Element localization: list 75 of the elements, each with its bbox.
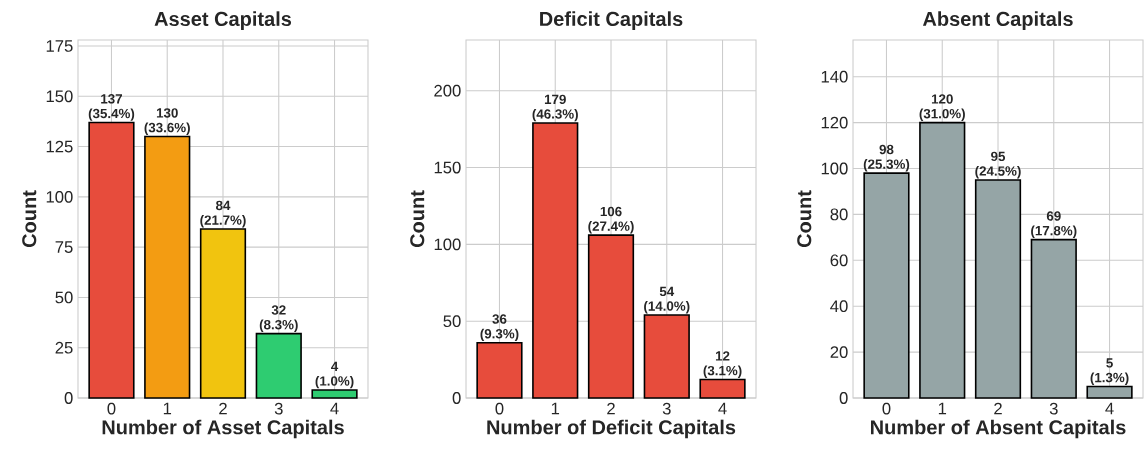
y-axis-title: Count <box>797 190 812 248</box>
y-tick-label: 100 <box>46 190 73 203</box>
x-axis-title: Number of Absent Capitals <box>871 419 1126 439</box>
bar <box>863 172 910 399</box>
data-label: 84 (21.7%) <box>200 200 246 228</box>
y-tick-label: 40 <box>830 300 848 313</box>
x-tick-label: 3 <box>1049 402 1058 415</box>
x-axis-title: Number of Deficit Capitals <box>487 419 736 439</box>
y-tick-label: 80 <box>830 208 848 221</box>
bar <box>199 228 247 399</box>
x-tick-label: 2 <box>994 402 1002 415</box>
x-tick-label: 0 <box>495 402 504 415</box>
bar <box>643 314 690 399</box>
data-label: 12 (3.1%) <box>703 351 742 378</box>
data-label: 69 (17.8%) <box>1031 211 1077 239</box>
y-tick-label: 75 <box>55 241 73 253</box>
x-tick-label: 3 <box>662 402 671 415</box>
y-tick-label: 140 <box>821 70 848 83</box>
y-tick-label: 120 <box>821 116 848 129</box>
y-tick-label: 60 <box>830 254 848 267</box>
x-tick-label: 4 <box>718 402 727 415</box>
data-label: 5 (1.3%) <box>1090 358 1129 385</box>
y-tick-label: 0 <box>839 392 848 404</box>
data-label: 98 (25.3%) <box>863 144 910 172</box>
data-label: 95 (24.5%) <box>975 151 1021 179</box>
x-tick-label: 1 <box>938 402 947 415</box>
y-tick-label: 50 <box>443 315 461 328</box>
data-label: 179 (46.3%) <box>532 94 578 122</box>
x-tick-label: 4 <box>1105 402 1114 415</box>
x-tick-label: 3 <box>274 402 283 415</box>
x-tick-label: 0 <box>882 402 891 415</box>
bar <box>88 121 135 399</box>
y-tick-label: 25 <box>55 341 73 354</box>
data-label: 120 (31.0%) <box>919 94 965 121</box>
x-tick-label: 4 <box>330 402 339 415</box>
x-axis-title: Number of Asset Capitals <box>102 419 344 439</box>
bar <box>974 179 1022 399</box>
y-tick-label: 0 <box>452 392 461 404</box>
data-label: 36 (9.3%) <box>480 314 519 342</box>
data-label: 106 (27.4%) <box>588 206 634 234</box>
y-tick-label: 0 <box>64 392 73 404</box>
bar <box>1086 385 1133 399</box>
chart-title: Deficit Capitals <box>540 11 683 30</box>
data-label: 54 (14.0%) <box>644 286 690 314</box>
bar <box>1030 238 1077 399</box>
x-tick-label: 1 <box>163 402 172 415</box>
y-tick-label: 125 <box>46 140 73 153</box>
data-label: 4 (1.0%) <box>315 361 354 389</box>
y-tick-label: 100 <box>821 162 848 175</box>
bar <box>532 122 579 399</box>
x-tick-label: 2 <box>607 402 615 415</box>
bar <box>255 332 302 399</box>
chart-title: Asset Capitals <box>154 11 292 30</box>
y-tick-label: 100 <box>434 238 461 251</box>
x-tick-label: 1 <box>551 402 560 415</box>
bar <box>699 378 746 399</box>
x-tick-label: 2 <box>219 402 227 415</box>
chart-title: Absent Capitals <box>922 11 1073 30</box>
y-tick-label: 200 <box>434 84 461 97</box>
data-label: 137 (35.4%) <box>88 94 135 121</box>
bar <box>476 341 523 399</box>
bar <box>144 135 191 399</box>
y-axis-title: Count <box>410 190 425 248</box>
data-label: 32 (8.3%) <box>259 305 298 333</box>
y-axis-title: Count <box>22 190 37 248</box>
data-label: 130 (33.6%) <box>144 108 190 135</box>
y-tick-label: 50 <box>55 291 73 304</box>
y-tick-label: 20 <box>830 346 848 359</box>
bar <box>311 389 358 399</box>
y-tick-label: 150 <box>46 90 73 103</box>
bar <box>919 121 966 399</box>
y-tick-label: 150 <box>434 161 461 174</box>
bar <box>587 234 635 399</box>
x-tick-label: 0 <box>107 402 116 415</box>
y-tick-label: 175 <box>46 40 73 52</box>
